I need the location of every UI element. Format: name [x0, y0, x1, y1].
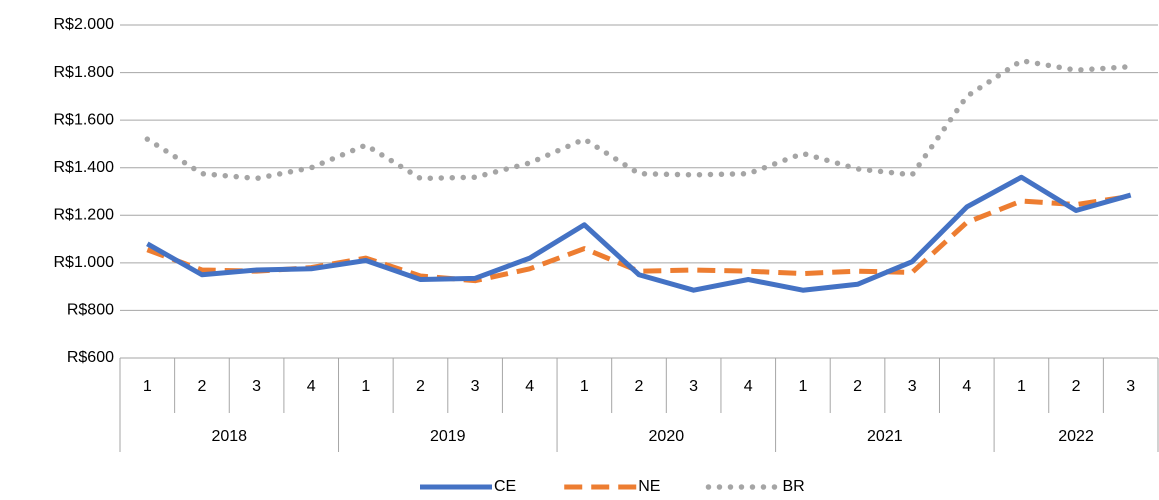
legend-label: CE	[494, 478, 516, 495]
y-tick-label: R$1.400	[54, 159, 115, 176]
y-tick-label: R$1.600	[54, 111, 115, 128]
x-tick-label: 2	[197, 378, 206, 395]
x-tick-label: 3	[471, 378, 480, 395]
legend-label: NE	[638, 478, 660, 495]
x-tick-label: 4	[307, 378, 316, 395]
x-tick-label: 2	[416, 378, 425, 395]
legend-label: BR	[782, 478, 804, 495]
series-line	[144, 57, 1134, 182]
x-group-label: 2022	[1058, 428, 1094, 445]
x-group-label: 2021	[867, 428, 903, 445]
y-tick-label: R$2.000	[54, 16, 115, 33]
y-tick-label: R$600	[67, 349, 114, 366]
x-tick-label: 4	[525, 378, 534, 395]
x-tick-label: 3	[252, 378, 261, 395]
x-group-label: 2019	[430, 428, 466, 445]
x-tick-label: 3	[1126, 378, 1135, 395]
y-tick-label: R$1.800	[54, 64, 115, 81]
x-tick-label: 1	[580, 378, 589, 395]
x-group-label: 2018	[211, 428, 247, 445]
x-tick-label: 1	[1017, 378, 1026, 395]
x-tick-label: 4	[962, 378, 971, 395]
x-tick-label: 1	[361, 378, 370, 395]
x-tick-label: 3	[908, 378, 917, 395]
x-tick-label: 4	[744, 378, 753, 395]
y-tick-label: R$1.000	[54, 254, 115, 271]
x-tick-label: 2	[1072, 378, 1081, 395]
x-tick-label: 3	[689, 378, 698, 395]
x-tick-label: 1	[798, 378, 807, 395]
y-tick-label: R$800	[67, 302, 114, 319]
y-tick-label: R$1.200	[54, 207, 115, 224]
x-tick-label: 2	[853, 378, 862, 395]
x-group-label: 2020	[649, 428, 685, 445]
x-tick-label: 1	[143, 378, 152, 395]
x-tick-label: 2	[635, 378, 644, 395]
series-line	[146, 174, 1132, 293]
